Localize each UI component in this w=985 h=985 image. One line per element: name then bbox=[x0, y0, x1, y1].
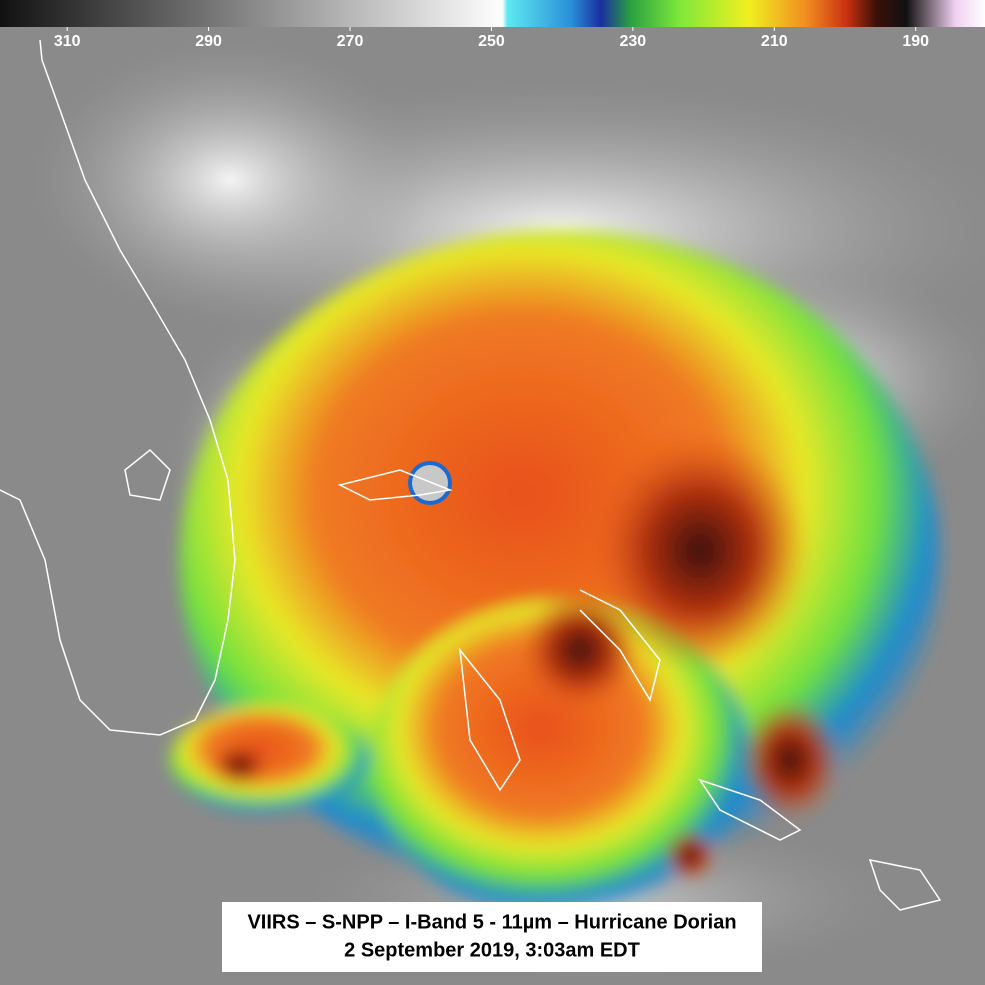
colorbar-tick-label: 310 bbox=[54, 33, 81, 50]
colorbar-tick-label: 250 bbox=[478, 33, 505, 50]
colorbar-tick-label: 290 bbox=[195, 33, 222, 50]
colorbar-tick-label: 190 bbox=[902, 33, 929, 50]
colorbar bbox=[0, 0, 985, 27]
coastlines bbox=[0, 39, 942, 911]
colorbar-tick-label: 270 bbox=[337, 33, 364, 50]
caption-line: 2 September 2019, 3:03am EDT bbox=[344, 939, 640, 961]
colorbar-tick-label: 230 bbox=[620, 33, 647, 50]
colorbar-tick-label: 210 bbox=[761, 33, 788, 50]
colorbar-ticks: 310 290 270 250 230 210 190 bbox=[54, 27, 929, 50]
caption-line: VIIRS – S-NPP – I-Band 5 - 11µm – Hurric… bbox=[247, 911, 736, 933]
caption-box bbox=[222, 902, 762, 972]
